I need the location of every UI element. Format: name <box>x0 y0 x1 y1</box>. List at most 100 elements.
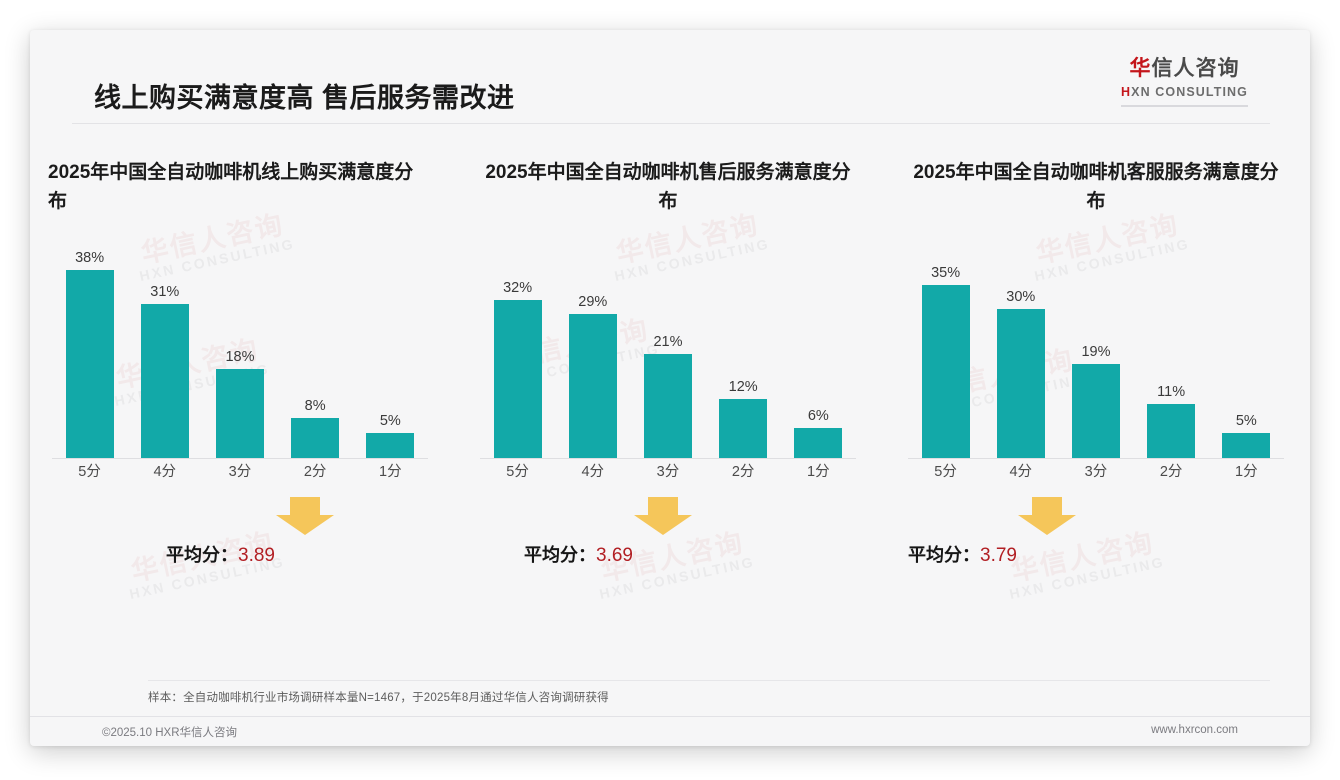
bar[interactable] <box>1071 363 1120 458</box>
bar[interactable] <box>568 313 617 458</box>
chart-title: 2025年中国全自动咖啡机售后服务满意度分布 <box>485 162 851 213</box>
bar-value-label: 6% <box>807 407 829 424</box>
chart-title: 2025年中国全自动咖啡机线上购买满意度分布 <box>48 162 414 213</box>
logo-en-red-char: H <box>1121 85 1132 99</box>
chart-panel-online-purchase: 2025年中国全自动咖啡机线上购买满意度分布 38% 31% 18% <box>30 140 454 650</box>
bar-value-label: 19% <box>1081 343 1111 360</box>
bar-column[interactable]: 5% <box>357 251 425 458</box>
bar-column[interactable]: 32% <box>484 251 552 458</box>
slide-header: 线上购买满意度高 售后服务需改进 华信人咨询 HXN CONSULTING <box>30 30 1310 124</box>
bar-chart: 38% 31% 18% 8% <box>44 249 436 483</box>
footer-divider <box>30 716 1310 717</box>
page-title: 线上购买满意度高 售后服务需改进 <box>94 83 515 113</box>
x-axis-tick-label: 1分 <box>807 464 830 481</box>
bar[interactable] <box>921 284 970 458</box>
bar-value-label: 8% <box>304 397 326 414</box>
bar-column[interactable]: 19% <box>1062 251 1130 458</box>
logo-en-rest: XN CONSULTING <box>1131 85 1248 99</box>
bar-value-label: 29% <box>578 293 608 310</box>
bar-column[interactable]: 35% <box>912 251 980 458</box>
header-divider <box>72 123 1270 124</box>
bar-value-label: 32% <box>503 279 533 296</box>
down-arrow-icon <box>1018 496 1076 535</box>
bar-column[interactable]: 30% <box>987 251 1055 458</box>
x-axis-tick-label: 4分 <box>153 464 177 481</box>
footnote-text: 样本：全自动咖啡机行业市场调研样本量N=1467，于2025年8月通过华信人咨询… <box>148 692 609 704</box>
average-score: 平均分：3.69 <box>524 541 633 567</box>
x-axis-labels: 5分 4分 3分 2分 1分 <box>52 459 428 483</box>
logo-cn-rest: 信人咨询 <box>1151 57 1240 80</box>
bar-column[interactable]: 12% <box>709 251 777 458</box>
footer-copyright: ©2025.10 HXR华信人咨询 <box>102 727 238 739</box>
x-axis-tick-label: 5分 <box>934 464 957 481</box>
bar-value-label: 38% <box>75 249 105 266</box>
x-axis-tick-label: 3分 <box>656 464 680 481</box>
bar-column[interactable]: 5% <box>1213 251 1281 458</box>
logo-underline <box>1121 104 1248 107</box>
x-axis-tick-label: 1分 <box>379 464 402 481</box>
chart-panels: 2025年中国全自动咖啡机线上购买满意度分布 38% 31% 18% <box>30 140 1310 650</box>
bar[interactable] <box>291 417 340 458</box>
x-axis-labels: 5分 4分 3分 2分 1分 <box>480 459 856 483</box>
bar-column[interactable]: 8% <box>281 251 349 458</box>
bar[interactable] <box>1147 403 1196 458</box>
bar-column[interactable]: 6% <box>785 251 853 458</box>
bar-column[interactable]: 29% <box>559 251 627 458</box>
bar[interactable] <box>65 269 114 458</box>
bar-value-label: 31% <box>150 283 180 300</box>
chart-title: 2025年中国全自动咖啡机客服服务满意度分布 <box>913 162 1279 213</box>
chart-panel-after-sales: 2025年中国全自动咖啡机售后服务满意度分布 32% 29% 21% <box>454 140 882 650</box>
bar-column[interactable]: 31% <box>131 251 199 458</box>
x-axis-tick-label: 5分 <box>78 464 101 481</box>
bar-column[interactable]: 38% <box>56 249 124 458</box>
average-score: 平均分：3.79 <box>908 541 1017 567</box>
logo-cn-red-char: 华 <box>1129 57 1152 80</box>
bar-chart: 32% 29% 21% 12% <box>472 251 864 483</box>
bar-value-label: 21% <box>653 333 683 350</box>
average-score-label: 平均分： <box>524 544 596 565</box>
footer-website[interactable]: www.hxrcon.com <box>1151 724 1238 736</box>
bar[interactable] <box>366 432 415 458</box>
bar-value-label: 11% <box>1157 383 1186 400</box>
bar-column[interactable]: 18% <box>206 251 274 458</box>
average-score: 平均分：3.89 <box>166 541 275 567</box>
x-axis-tick-label: 1分 <box>1235 464 1258 481</box>
bar-value-label: 5% <box>379 412 401 429</box>
plot-area: 32% 29% 21% 12% <box>480 251 856 459</box>
plot-area: 38% 31% 18% 8% <box>52 249 428 459</box>
plot-area: 35% 30% 19% 11% <box>908 251 1284 459</box>
bar-column[interactable]: 11% <box>1137 251 1205 458</box>
brand-logo: 华信人咨询 HXN CONSULTING <box>1121 58 1248 107</box>
average-score-block: 平均分：3.89 <box>44 496 436 583</box>
x-axis-tick-label: 4分 <box>581 464 605 481</box>
bar-value-label: 12% <box>728 378 758 395</box>
x-axis-tick-label: 3分 <box>228 464 252 481</box>
bar[interactable] <box>215 368 264 458</box>
x-axis-tick-label: 3分 <box>1084 464 1108 481</box>
average-score-label: 平均分： <box>908 544 980 565</box>
bar[interactable] <box>719 398 768 458</box>
average-score-block: 平均分：3.69 <box>472 496 864 583</box>
bar[interactable] <box>996 308 1045 458</box>
bar-value-label: 5% <box>1235 412 1257 429</box>
average-score-value: 3.69 <box>596 544 633 566</box>
bar[interactable] <box>140 303 189 458</box>
bar[interactable] <box>643 353 692 458</box>
logo-chinese-text: 华信人咨询 <box>1121 58 1248 79</box>
x-axis-tick-label: 4分 <box>1009 464 1033 481</box>
bar-value-label: 30% <box>1006 288 1036 305</box>
x-axis-labels: 5分 4分 3分 2分 1分 <box>908 459 1284 483</box>
x-axis-tick-label: 2分 <box>303 464 327 481</box>
average-score-value: 3.89 <box>238 544 275 566</box>
bar[interactable] <box>493 299 542 458</box>
x-axis-tick-label: 5分 <box>506 464 529 481</box>
down-arrow-icon <box>634 496 692 535</box>
x-axis-tick-label: 2分 <box>1159 464 1183 481</box>
bar-value-label: 18% <box>225 348 255 365</box>
bar-column[interactable]: 21% <box>634 251 702 458</box>
x-axis-tick-label: 2分 <box>731 464 755 481</box>
average-score-label: 平均分： <box>166 544 238 565</box>
bar[interactable] <box>1222 432 1271 458</box>
bar[interactable] <box>794 427 843 458</box>
average-score-value: 3.79 <box>980 544 1017 566</box>
